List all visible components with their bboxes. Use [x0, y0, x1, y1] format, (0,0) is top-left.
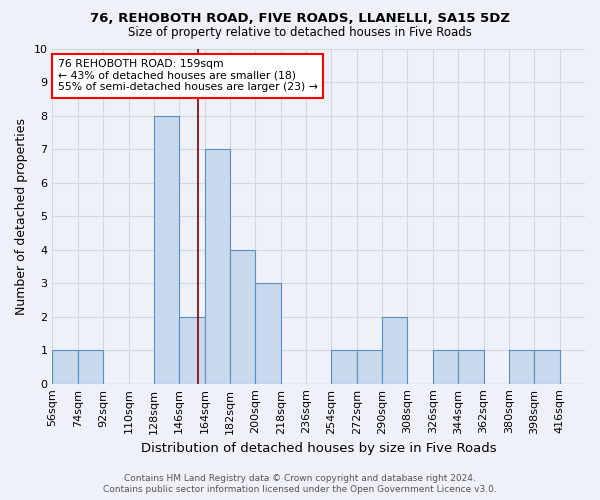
Bar [230, 250, 256, 384]
Bar [382, 316, 407, 384]
Text: 76, REHOBOTH ROAD, FIVE ROADS, LLANELLI, SA15 5DZ: 76, REHOBOTH ROAD, FIVE ROADS, LLANELLI,… [90, 12, 510, 26]
Bar [433, 350, 458, 384]
Text: 76 REHOBOTH ROAD: 159sqm
← 43% of detached houses are smaller (18)
55% of semi-d: 76 REHOBOTH ROAD: 159sqm ← 43% of detach… [58, 59, 317, 92]
Bar [331, 350, 357, 384]
Bar [509, 350, 534, 384]
Bar [154, 116, 179, 384]
Y-axis label: Number of detached properties: Number of detached properties [15, 118, 28, 315]
Text: Contains HM Land Registry data © Crown copyright and database right 2024.
Contai: Contains HM Land Registry data © Crown c… [103, 474, 497, 494]
Bar [357, 350, 382, 384]
Bar [534, 350, 560, 384]
Bar [179, 316, 205, 384]
Bar [458, 350, 484, 384]
Bar [78, 350, 103, 384]
Bar [256, 284, 281, 384]
X-axis label: Distribution of detached houses by size in Five Roads: Distribution of detached houses by size … [141, 442, 497, 455]
Bar [52, 350, 78, 384]
Bar [205, 150, 230, 384]
Text: Size of property relative to detached houses in Five Roads: Size of property relative to detached ho… [128, 26, 472, 39]
